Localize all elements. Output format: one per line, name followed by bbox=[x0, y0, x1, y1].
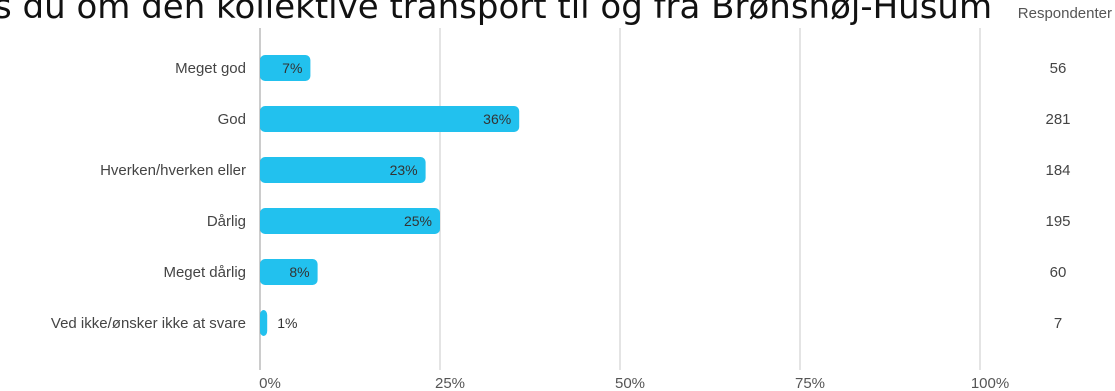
category-label: Meget god bbox=[175, 60, 246, 77]
respondents-count: 56 bbox=[1050, 60, 1067, 77]
data-label: 1% bbox=[277, 315, 297, 331]
x-tick-label: 50% bbox=[615, 375, 645, 391]
data-label: 7% bbox=[282, 60, 302, 76]
respondents-count: 281 bbox=[1045, 111, 1070, 128]
respondents-count: 60 bbox=[1050, 264, 1067, 281]
category-label: Hverken/hverken eller bbox=[100, 162, 246, 179]
chart-title: s du om den kollektive transport til og … bbox=[0, 0, 993, 27]
category-label: Ved ikke/ønsker ikke at svare bbox=[51, 315, 246, 332]
bar bbox=[260, 106, 520, 132]
data-label: 23% bbox=[390, 162, 418, 178]
category-label: Dårlig bbox=[207, 213, 246, 230]
data-label: 8% bbox=[289, 264, 309, 280]
bar bbox=[260, 259, 318, 285]
x-tick-label: 0% bbox=[259, 375, 281, 391]
x-tick-label: 25% bbox=[435, 375, 465, 391]
respondents-count: 195 bbox=[1045, 213, 1070, 230]
respondents-header: Respondenter bbox=[1017, 5, 1112, 22]
category-label: Meget dårlig bbox=[163, 264, 246, 281]
bar bbox=[260, 310, 268, 336]
data-label: 36% bbox=[483, 111, 511, 127]
x-tick-label: 100% bbox=[971, 375, 1009, 391]
bar bbox=[260, 55, 311, 81]
x-tick-label: 75% bbox=[795, 375, 825, 391]
bar bbox=[260, 157, 426, 183]
respondents-count: 7 bbox=[1054, 315, 1062, 332]
category-label: God bbox=[218, 111, 246, 128]
data-label: 25% bbox=[404, 213, 432, 229]
respondents-count: 184 bbox=[1045, 162, 1070, 179]
bar bbox=[260, 208, 440, 234]
